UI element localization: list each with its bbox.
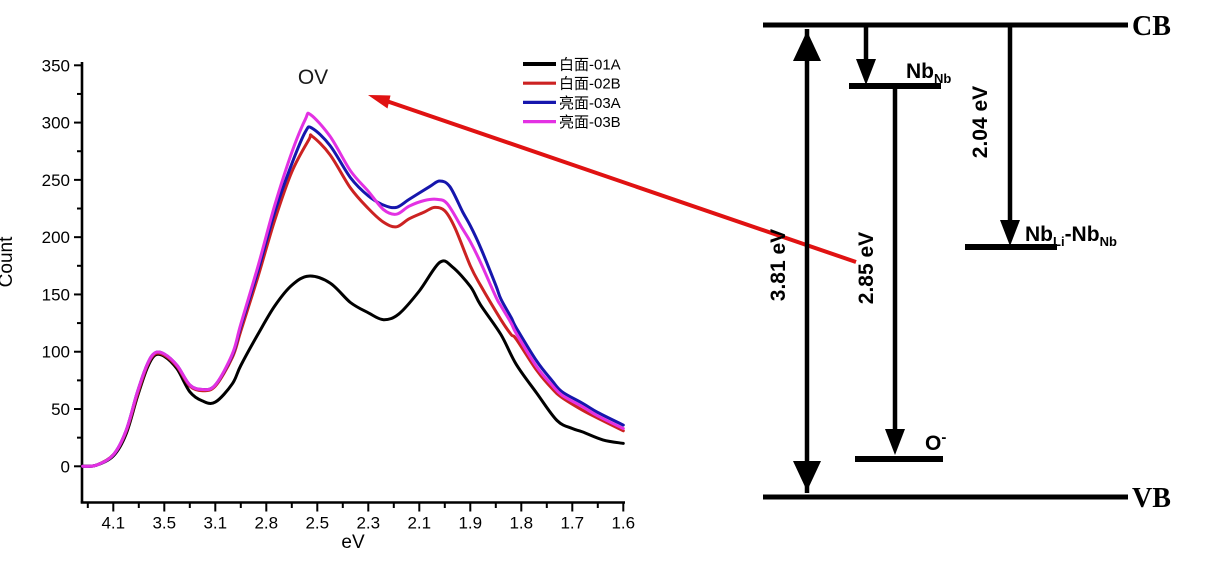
nbnb-to-o-arrow bbox=[885, 88, 905, 455]
cb-to-nbli-energy-label: 2.04 eV bbox=[969, 86, 992, 158]
x-tick-label: 1.9 bbox=[458, 514, 482, 533]
conduction-band-label: CB bbox=[1132, 11, 1171, 42]
y-tick-label: 250 bbox=[42, 171, 70, 190]
x-tick-group: 4.1 3.5 3.1 2.8 2.5 2.3 2.1 1.9 1.8 1.7 1.6 bbox=[86, 502, 635, 533]
y-tick-label: 350 bbox=[42, 56, 70, 75]
o-minus-level-label: O- bbox=[925, 429, 946, 455]
bandgap-energy-label: 3.81 eV bbox=[767, 229, 790, 301]
x-tick-label: 4.1 bbox=[101, 514, 125, 533]
x-tick-label: 2.3 bbox=[356, 514, 380, 533]
down-arrowhead-icon bbox=[885, 429, 905, 455]
nbli-nbnb-level-label: NbLi-NbNb bbox=[1025, 223, 1117, 249]
y-tick-label: 0 bbox=[61, 457, 70, 476]
y-tick-label: 50 bbox=[51, 400, 70, 419]
down-arrowhead-icon bbox=[856, 59, 876, 85]
chart-legend: 白面-01A 白面-02B 亮面-03A 亮面-03B bbox=[523, 57, 621, 131]
x-tick-label: 2.8 bbox=[254, 514, 278, 533]
x-tick-label: 3.5 bbox=[152, 514, 176, 533]
y-tick-label: 200 bbox=[42, 228, 70, 247]
down-arrowhead-icon bbox=[1000, 220, 1020, 246]
spectrum-curves bbox=[81, 111, 625, 468]
annotation-arrow-shaft bbox=[384, 98, 857, 264]
x-tick-label: 1.7 bbox=[560, 514, 584, 533]
nbnb-to-o-energy-label: 2.85 eV bbox=[855, 232, 878, 304]
x-tick-label: 3.1 bbox=[203, 514, 227, 533]
y-tick-label: 150 bbox=[42, 285, 70, 304]
ov-annotation: OV bbox=[298, 66, 328, 89]
x-axis-label: eV bbox=[341, 532, 365, 553]
y-tick-label: 100 bbox=[42, 343, 70, 362]
spectrum-curve-2 bbox=[81, 125, 625, 468]
bandgap-arrow bbox=[793, 29, 821, 493]
y-tick-group: 0 50 100 150 200 250 300 350 bbox=[42, 56, 82, 476]
energy-level-diagram: CB VB 3.81 eV NbNb 2.85 eV O- bbox=[763, 11, 1171, 514]
valence-band-label: VB bbox=[1132, 483, 1171, 514]
spectrum-curve-3 bbox=[81, 111, 625, 468]
cb-to-nbli-arrow bbox=[1000, 27, 1020, 246]
annotation-arrow-head-icon bbox=[368, 95, 391, 109]
ov-annotation-arrow bbox=[368, 95, 857, 264]
emission-spectrum-chart: 0 50 100 150 200 250 300 350 4.1 3.5 3.1 2.8 2.5 2.3… bbox=[0, 56, 635, 553]
legend-label-1: 白面-02B bbox=[559, 76, 621, 93]
down-arrowhead-icon bbox=[793, 461, 821, 491]
y-axis-label: Count bbox=[0, 236, 17, 287]
spectrum-curve-1 bbox=[81, 133, 625, 468]
legend-label-2: 亮面-03A bbox=[559, 95, 621, 112]
spectrum-curve-0 bbox=[81, 259, 625, 468]
up-arrowhead-icon bbox=[793, 31, 821, 61]
x-tick-label: 1.8 bbox=[509, 514, 533, 533]
nbnb-level-label: NbNb bbox=[906, 60, 951, 86]
y-tick-label: 300 bbox=[42, 114, 70, 133]
cb-to-nbnb-arrow bbox=[856, 27, 876, 85]
legend-label-0: 白面-01A bbox=[559, 57, 621, 74]
legend-label-3: 亮面-03B bbox=[559, 114, 621, 131]
x-tick-label: 1.6 bbox=[611, 514, 635, 533]
x-tick-label: 2.1 bbox=[407, 514, 431, 533]
x-tick-label: 2.5 bbox=[305, 514, 329, 533]
